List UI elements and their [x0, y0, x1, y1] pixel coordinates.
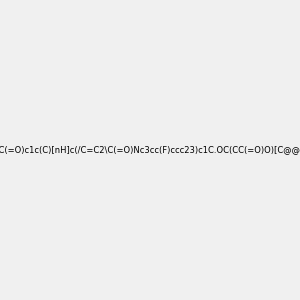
Text: CCN(CC)CCNC(=O)c1c(C)[nH]c(/C=C2\C(=O)Nc3cc(F)ccc23)c1C.OC(CC(=O)O)[C@@H](O)C(=O: CCN(CC)CCNC(=O)c1c(C)[nH]c(/C=C2\C(=O)Nc…	[0, 146, 300, 154]
